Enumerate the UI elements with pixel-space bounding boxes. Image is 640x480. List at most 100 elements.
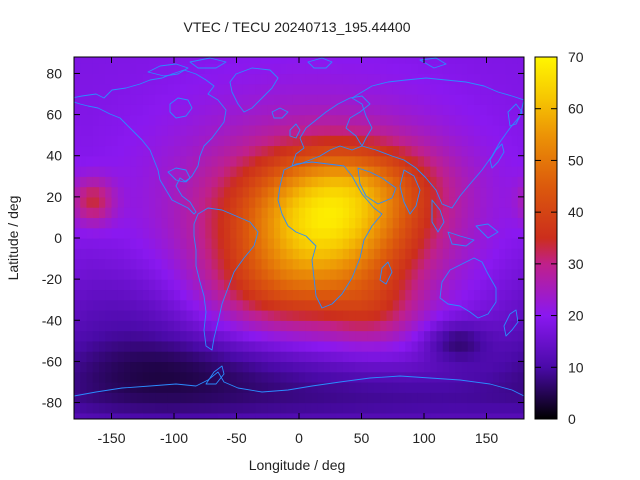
heatmap-cell	[117, 258, 125, 270]
heatmap-cell	[417, 330, 425, 342]
heatmap-cell	[486, 330, 494, 342]
heatmap-cell	[292, 155, 300, 167]
heatmap-cell	[286, 279, 294, 291]
heatmap-cell	[324, 217, 331, 229]
heatmap-cell	[217, 258, 225, 270]
heatmap-cell	[180, 412, 188, 419]
heatmap-cell	[167, 57, 175, 64]
x-tick-label: 100	[412, 430, 436, 446]
heatmap-cell	[424, 217, 431, 229]
heatmap-cell	[374, 114, 381, 126]
heatmap-cell	[249, 330, 256, 342]
heatmap-cell	[355, 412, 363, 419]
heatmap-cell	[455, 340, 463, 352]
heatmap-cell	[92, 392, 100, 404]
heatmap-cell	[336, 412, 344, 419]
heatmap-cell	[411, 392, 419, 404]
heatmap-cell	[217, 227, 225, 239]
heatmap-cell	[324, 124, 331, 136]
heatmap-cell	[211, 145, 219, 157]
heatmap-cell	[361, 166, 369, 177]
heatmap-cell	[342, 166, 350, 177]
heatmap-cell	[286, 320, 294, 332]
heatmap-cell	[486, 402, 494, 414]
heatmap-cell	[249, 57, 256, 64]
heatmap-cell	[380, 320, 388, 332]
heatmap-cell	[186, 124, 194, 136]
x-tick-label: 150	[475, 430, 499, 446]
heatmap-cell	[511, 402, 519, 414]
heatmap-cell	[105, 361, 113, 373]
heatmap-cell	[436, 361, 444, 373]
heatmap-cell	[430, 238, 438, 249]
heatmap-cell	[274, 166, 281, 177]
heatmap-cell	[124, 114, 131, 126]
heatmap-cell	[349, 207, 356, 219]
heatmap-cell	[136, 320, 144, 332]
heatmap-cell	[224, 289, 231, 301]
heatmap-cell	[486, 371, 494, 383]
heatmap-cell	[349, 186, 356, 198]
heatmap-cell	[292, 217, 300, 229]
heatmap-cell	[105, 166, 113, 177]
coastline-india	[399, 169, 421, 215]
heatmap-cell	[449, 330, 456, 342]
heatmap-cell	[342, 217, 350, 229]
heatmap-cell	[449, 186, 456, 198]
heatmap-cell	[192, 392, 200, 404]
heatmap-cell	[261, 114, 269, 126]
heatmap-cell	[80, 196, 88, 208]
heatmap-cell	[224, 248, 231, 260]
heatmap-cell	[361, 196, 369, 208]
heatmap-cell	[74, 289, 81, 301]
heatmap-cell	[286, 248, 294, 260]
heatmap-cell	[130, 196, 138, 208]
heatmap-cell	[486, 217, 494, 229]
heatmap-cell	[374, 248, 381, 260]
heatmap-cell	[367, 238, 375, 249]
heatmap-cell	[99, 351, 106, 363]
heatmap-cell	[467, 83, 475, 95]
heatmap-cell	[111, 340, 119, 352]
heatmap-cell	[399, 73, 406, 85]
heatmap-cell	[349, 114, 356, 126]
heatmap-cell	[155, 124, 163, 136]
heatmap-cell	[336, 114, 344, 126]
heatmap-cell	[292, 371, 300, 383]
heatmap-cell	[417, 166, 425, 177]
heatmap-cell	[180, 299, 188, 311]
heatmap-cell	[511, 392, 519, 404]
heatmap-cell	[311, 176, 319, 188]
heatmap-cell	[355, 309, 363, 321]
heatmap-cell	[292, 83, 300, 95]
heatmap-cell	[199, 361, 206, 373]
heatmap-cell	[449, 94, 456, 105]
heatmap-cell	[130, 309, 138, 321]
heatmap-cell	[492, 155, 500, 167]
heatmap-cell	[205, 412, 213, 419]
heatmap-cell	[411, 258, 419, 270]
heatmap-cell	[286, 289, 294, 301]
heatmap-cell	[492, 114, 500, 126]
heatmap-cell	[380, 351, 388, 363]
heatmap-cell	[286, 402, 294, 414]
heatmap-cell	[80, 361, 88, 373]
heatmap-cell	[155, 176, 163, 188]
heatmap-cell	[367, 166, 375, 177]
heatmap-cell	[505, 73, 513, 85]
heatmap-cell	[405, 248, 413, 260]
heatmap-cell	[286, 412, 294, 419]
heatmap-cell	[136, 279, 144, 291]
heatmap-cell	[130, 57, 138, 64]
heatmap-cell	[449, 361, 456, 373]
heatmap-cell	[467, 258, 475, 270]
heatmap-cell	[267, 124, 275, 136]
heatmap-cell	[305, 340, 313, 352]
heatmap-cell	[86, 392, 94, 404]
heatmap-cell	[424, 351, 431, 363]
heatmap-cell	[161, 351, 169, 363]
heatmap-cell	[242, 381, 250, 393]
heatmap-cell	[386, 207, 394, 219]
heatmap-cell	[255, 258, 263, 270]
heatmap-cell	[199, 330, 206, 342]
